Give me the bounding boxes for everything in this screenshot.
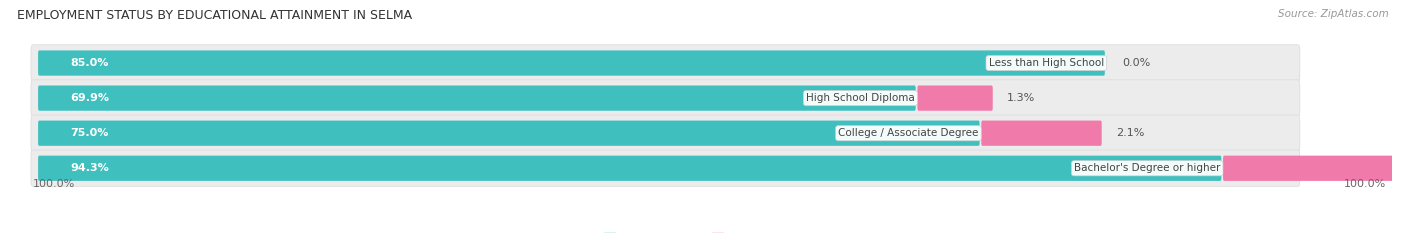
FancyBboxPatch shape — [1223, 156, 1406, 181]
FancyBboxPatch shape — [38, 86, 915, 111]
FancyBboxPatch shape — [38, 50, 1105, 76]
Text: High School Diploma: High School Diploma — [806, 93, 915, 103]
FancyBboxPatch shape — [31, 115, 1301, 151]
Text: 1.3%: 1.3% — [1007, 93, 1035, 103]
Text: Bachelor's Degree or higher: Bachelor's Degree or higher — [1074, 163, 1220, 173]
FancyBboxPatch shape — [31, 45, 1301, 81]
Text: Source: ZipAtlas.com: Source: ZipAtlas.com — [1278, 9, 1389, 19]
FancyBboxPatch shape — [918, 86, 993, 111]
Legend: In Labor Force, Unemployed: In Labor Force, Unemployed — [599, 228, 807, 233]
Text: Less than High School: Less than High School — [988, 58, 1104, 68]
FancyBboxPatch shape — [38, 120, 980, 146]
FancyBboxPatch shape — [981, 120, 1102, 146]
Text: 69.9%: 69.9% — [70, 93, 110, 103]
Text: 94.3%: 94.3% — [70, 163, 110, 173]
Text: 2.1%: 2.1% — [1116, 128, 1144, 138]
Text: College / Associate Degree: College / Associate Degree — [838, 128, 979, 138]
Text: 100.0%: 100.0% — [32, 179, 75, 188]
Text: 0.0%: 0.0% — [1122, 58, 1152, 68]
Text: EMPLOYMENT STATUS BY EDUCATIONAL ATTAINMENT IN SELMA: EMPLOYMENT STATUS BY EDUCATIONAL ATTAINM… — [17, 9, 412, 22]
FancyBboxPatch shape — [31, 80, 1301, 116]
FancyBboxPatch shape — [38, 156, 1222, 181]
Text: 75.0%: 75.0% — [70, 128, 108, 138]
Text: 100.0%: 100.0% — [1343, 179, 1386, 188]
Text: 85.0%: 85.0% — [70, 58, 108, 68]
FancyBboxPatch shape — [31, 150, 1301, 186]
